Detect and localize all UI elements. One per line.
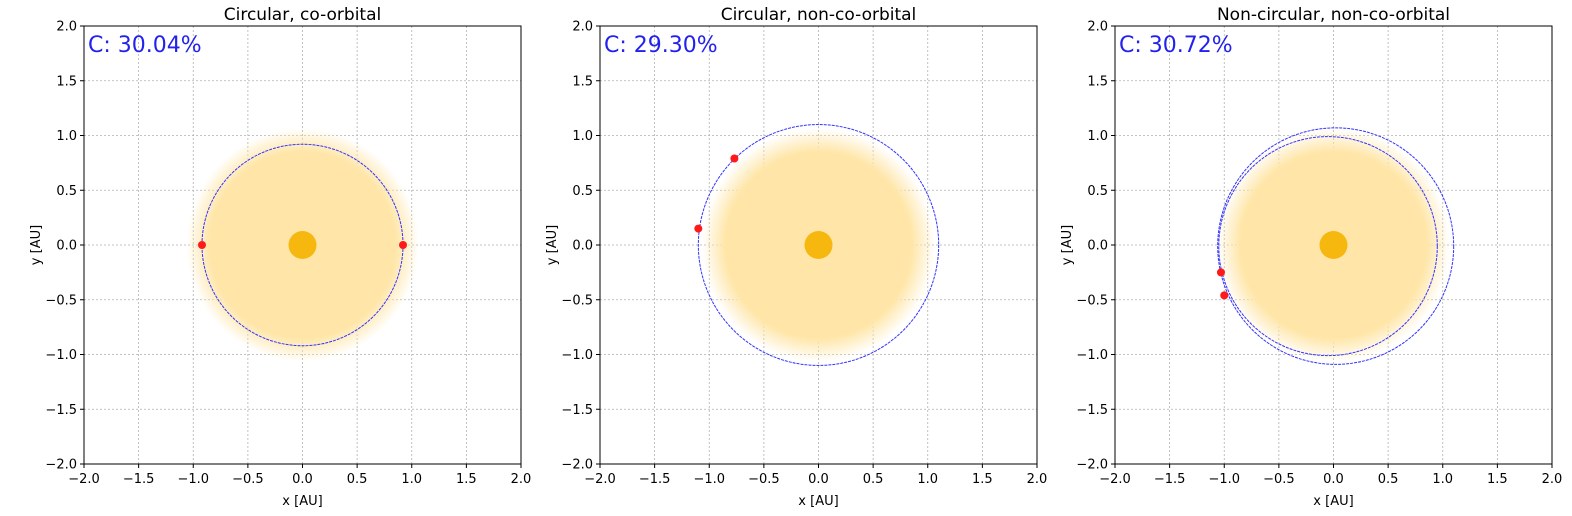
planet-marker: [1216, 268, 1225, 277]
planet-marker: [1220, 291, 1229, 300]
x-tick-label: 0.5: [1378, 472, 1399, 487]
x-tick-label: −1.5: [1154, 472, 1186, 487]
y-tick-label: −1.5: [561, 403, 593, 418]
x-tick-label: 1.0: [401, 472, 422, 487]
coverage-annotation: C: 30.04%: [88, 33, 202, 58]
y-tick-label: 0.5: [1087, 184, 1108, 199]
y-tick-label: 1.0: [1087, 129, 1108, 144]
x-tick-label: −0.5: [748, 472, 780, 487]
y-tick-label: −1.0: [1076, 348, 1108, 363]
panel-title: Circular, co-orbital: [224, 5, 382, 25]
y-tick-label: 1.0: [56, 129, 77, 144]
x-tick-label: −2.0: [1099, 472, 1131, 487]
y-tick-label: 1.5: [1087, 74, 1108, 89]
y-tick-label: −2.0: [1076, 458, 1108, 473]
x-tick-label: 2.0: [1027, 472, 1048, 487]
planet-marker: [730, 154, 739, 163]
star-marker: [1319, 231, 1348, 259]
x-tick-label: −1.0: [177, 472, 209, 487]
x-tick-label: −0.5: [232, 472, 264, 487]
coverage-annotation: C: 30.72%: [1119, 33, 1233, 58]
x-tick-label: −1.0: [693, 472, 725, 487]
orbit-path: [1218, 136, 1438, 357]
x-tick-label: 0.5: [347, 472, 368, 487]
y-tick-label: 1.0: [572, 129, 593, 144]
x-tick-label: 1.5: [972, 472, 993, 487]
y-tick-label: 1.5: [572, 74, 593, 89]
planet-marker: [694, 224, 703, 233]
x-tick-label: 1.0: [1432, 472, 1453, 487]
x-tick-label: −1.0: [1208, 472, 1240, 487]
coverage-annotation: C: 29.30%: [604, 33, 718, 58]
x-axis-label: x [AU]: [282, 494, 322, 509]
x-tick-label: 1.0: [917, 472, 938, 487]
y-tick-label: −1.0: [45, 348, 77, 363]
x-tick-label: −2.0: [68, 472, 100, 487]
y-tick-label: 2.0: [1087, 20, 1108, 35]
y-tick-label: −1.5: [1076, 403, 1108, 418]
panel-3: −2.0 −1.5 −1.0 −0.5 0.0 0.5 1.0 1.5 2.0 −2.0 −1.5 −…: [1060, 5, 1562, 509]
y-tick-label: −2.0: [45, 458, 77, 473]
x-tick-label: 2.0: [511, 472, 532, 487]
y-tick-label: −0.5: [1076, 293, 1108, 308]
x-tick-label: 2.0: [1542, 472, 1563, 487]
x-axis-label: x [AU]: [798, 494, 838, 509]
x-tick-label: −1.5: [639, 472, 671, 487]
plot-area: [1216, 127, 1455, 365]
y-tick-label: 0.5: [56, 184, 77, 199]
y-tick-label: 0.0: [572, 239, 593, 254]
panel-2: −2.0 −1.5 −1.0 −0.5 0.0 0.5 1.0 1.5 2.0 −2.0 −1.5 −…: [545, 5, 1047, 509]
x-tick-label: 0.0: [1323, 472, 1344, 487]
star-marker: [288, 231, 317, 259]
orbit-path: [1217, 127, 1455, 365]
y-tick-label: 0.0: [56, 239, 77, 254]
y-tick-label: −1.5: [45, 403, 77, 418]
x-axis-label: x [AU]: [1313, 494, 1353, 509]
y-tick-label: 2.0: [572, 20, 593, 35]
panel-1: −2.0 −1.5 −1.0 −0.5 0.0 0.5 1.0 1.5 2.0 −2.0 −1.5 −…: [29, 5, 531, 509]
plot-area: [694, 124, 940, 366]
y-axis-label: y [AU]: [29, 225, 44, 265]
planet-marker: [399, 241, 408, 249]
x-tick-label: 0.0: [808, 472, 829, 487]
y-tick-label: 1.5: [56, 74, 77, 89]
y-tick-label: 0.0: [1087, 239, 1108, 254]
y-axis-label: y [AU]: [1060, 225, 1075, 265]
x-tick-label: −2.0: [584, 472, 616, 487]
x-tick-label: −0.5: [1263, 472, 1295, 487]
x-tick-label: 1.5: [1487, 472, 1508, 487]
y-tick-label: 2.0: [56, 20, 77, 35]
x-tick-label: 0.5: [863, 472, 884, 487]
y-tick-label: −0.5: [45, 293, 77, 308]
orbit-path: [697, 124, 940, 366]
y-axis-label: y [AU]: [545, 225, 560, 265]
x-tick-label: 0.0: [292, 472, 313, 487]
plot-area: [186, 128, 419, 362]
panel-title: Circular, non-co-orbital: [721, 5, 917, 25]
star-marker: [804, 231, 833, 259]
y-tick-label: −2.0: [561, 458, 593, 473]
y-tick-label: −1.0: [561, 348, 593, 363]
panel-title: Non-circular, non-co-orbital: [1217, 5, 1450, 25]
y-tick-label: 0.5: [572, 184, 593, 199]
y-tick-label: −0.5: [561, 293, 593, 308]
x-tick-label: 1.5: [456, 472, 477, 487]
x-tick-label: −1.5: [123, 472, 155, 487]
planet-marker: [197, 241, 206, 249]
